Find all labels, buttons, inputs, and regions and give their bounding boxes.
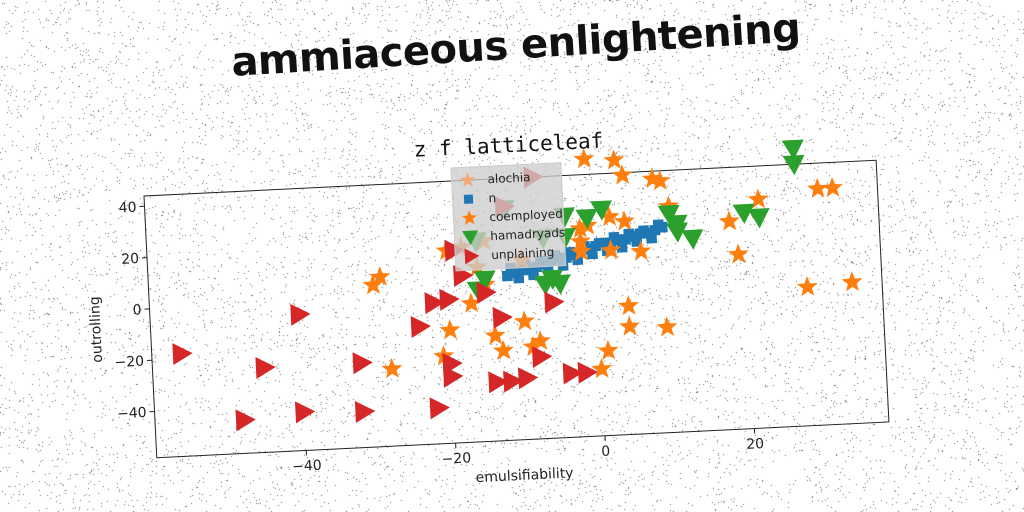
coemployed-point <box>796 276 818 297</box>
legend-label: coemployed <box>489 207 563 225</box>
unplaining-point <box>439 288 460 311</box>
y-tick-label: 20 <box>121 251 140 268</box>
coemployed-point <box>460 292 482 313</box>
hamadryads-point <box>666 222 688 243</box>
hamadryads-point <box>473 270 496 291</box>
unplaining-point <box>443 365 464 388</box>
coemployed-point <box>529 330 551 351</box>
coemployed-point <box>573 148 595 169</box>
coemployed-point <box>656 316 678 337</box>
hamadryads-point <box>575 208 598 230</box>
coemployed-point <box>821 177 843 198</box>
hamadryads-point <box>681 229 704 250</box>
legend-label: alochia <box>487 170 531 186</box>
coemployed-point <box>591 358 613 379</box>
unplaining-point <box>492 306 513 329</box>
n-point <box>652 219 664 231</box>
coemployed-point <box>600 239 622 260</box>
unplaining-point <box>255 357 276 379</box>
unplaining-point <box>503 370 524 393</box>
legend-label: unplaining <box>491 245 555 262</box>
coemployed-point <box>806 177 828 199</box>
unplaining-point <box>354 401 376 423</box>
coemployed-point <box>362 274 384 295</box>
coemployed-point <box>617 295 639 316</box>
axis-ticks: −40 −20 0 20 −40 −20 0 20 40 <box>114 200 765 475</box>
unplaining-point <box>410 315 431 338</box>
coemployed-point <box>381 358 403 379</box>
y-axis-label: outrolling <box>87 296 106 363</box>
legend-marker-alochia <box>459 172 476 187</box>
unplaining-point <box>531 346 553 369</box>
unplaining-point <box>235 409 256 432</box>
n-point <box>513 272 525 284</box>
unplaining-point <box>444 239 465 262</box>
x-tick-label: −20 <box>441 450 471 467</box>
coemployed-point <box>484 324 506 345</box>
coemployed-point <box>747 188 769 209</box>
coemployed-point <box>618 315 640 336</box>
unplaining-point <box>294 401 316 424</box>
hamadryads-point <box>782 154 805 176</box>
y-tick-label: 40 <box>118 200 137 217</box>
y-tick-label: −20 <box>114 354 144 371</box>
hamadryads-point <box>781 139 804 160</box>
coemployed-point <box>598 206 620 227</box>
legend-marker-hamadryads <box>462 230 479 246</box>
n-point <box>616 241 628 253</box>
hamadryads-point <box>548 274 571 295</box>
n-point <box>646 232 658 244</box>
coemployed-point <box>569 230 591 251</box>
legend-marker-n <box>463 194 474 204</box>
hamadryads-point <box>590 200 613 221</box>
unplaining-point <box>517 367 539 390</box>
unplaining-point <box>562 362 583 385</box>
coemployed-point <box>569 217 591 238</box>
coemployed-point <box>611 164 633 185</box>
n-point <box>608 231 620 243</box>
unplaining-point <box>352 352 373 375</box>
x-axis-label: emulsifiability <box>475 465 574 486</box>
x-tick-label: 20 <box>746 436 765 453</box>
unplaining-point <box>424 292 445 315</box>
hamadryads-point <box>657 204 680 226</box>
coemployed-point <box>649 170 671 191</box>
coemployed-point <box>718 210 740 231</box>
coemployed-point <box>513 310 535 331</box>
coemployed-point <box>603 149 625 170</box>
coemployed-point <box>492 339 514 360</box>
coemployed-point <box>570 240 592 262</box>
coemployed-point <box>613 210 635 231</box>
n-point <box>586 248 598 260</box>
legend-box <box>450 162 567 272</box>
coemployed-point <box>727 243 749 264</box>
y-tick-label: −40 <box>117 405 147 422</box>
x-tick-label: −40 <box>292 458 322 475</box>
coemployed-point <box>597 339 619 360</box>
hamadryads-point <box>533 275 556 296</box>
coemployed-point <box>439 319 461 340</box>
legend-marker-coemployed <box>461 210 477 225</box>
unplaining-point <box>476 281 497 304</box>
coemployed-point <box>369 266 391 287</box>
y-tick-label: 0 <box>132 302 142 318</box>
unplaining-point <box>290 303 311 326</box>
coemployed-point <box>841 271 863 292</box>
legend-label: hamadryads <box>490 226 565 244</box>
unplaining-point <box>488 371 509 394</box>
x-tick-label: 0 <box>601 444 611 460</box>
coemployed-point <box>630 240 652 261</box>
unplaining-point <box>172 343 193 366</box>
hamadryads-point <box>732 203 755 224</box>
unplaining-point <box>429 397 450 420</box>
unplaining-point <box>544 291 565 314</box>
legend-marker-unplaining <box>464 248 480 265</box>
hamadryads-point <box>747 208 770 229</box>
legend-label: n <box>488 191 496 205</box>
unplaining-point <box>577 361 598 384</box>
